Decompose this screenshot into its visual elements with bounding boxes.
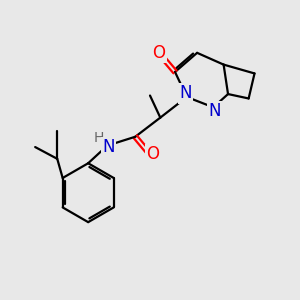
Text: O: O <box>146 146 159 164</box>
Text: N: N <box>179 85 192 103</box>
Text: O: O <box>152 44 165 62</box>
Text: H: H <box>93 131 104 145</box>
Text: N: N <box>208 102 221 120</box>
Text: N: N <box>103 138 115 156</box>
